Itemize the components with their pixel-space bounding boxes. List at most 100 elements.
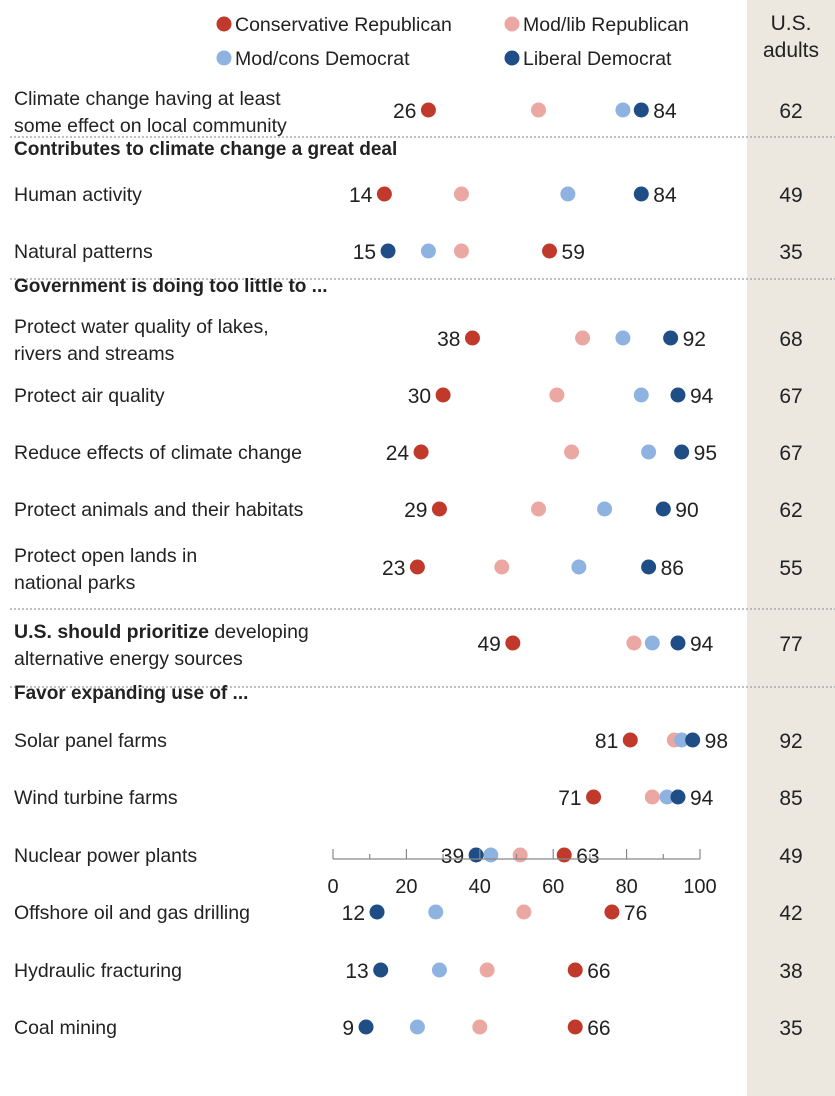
dot-mod-rep xyxy=(453,243,469,259)
max-value-label: 98 xyxy=(705,730,728,753)
row-label: some effect on local community xyxy=(14,115,287,137)
adults-header-line-2: adults xyxy=(763,39,819,62)
dot-cons-rep xyxy=(586,789,602,805)
adults-value: 62 xyxy=(779,100,802,123)
legend-marker-conservative-republican xyxy=(216,16,232,32)
section-header: Favor expanding use of ... xyxy=(14,683,248,704)
dot-lib-dem xyxy=(670,635,686,651)
adults-column-background xyxy=(747,0,835,1096)
dot-cons-rep xyxy=(464,330,480,346)
legend-label-liberal-democrat: Liberal Democrat xyxy=(523,48,672,70)
adults-header: U.S. adults xyxy=(763,12,819,62)
chart-row: Natural patterns 15 59 35 xyxy=(14,241,803,264)
row-label: alternative energy sources xyxy=(14,648,243,670)
dot-mod-dem xyxy=(615,330,631,346)
min-value-label: 12 xyxy=(342,902,365,925)
dot-lib-dem xyxy=(369,904,385,920)
adults-value: 55 xyxy=(779,557,802,580)
adults-value: 77 xyxy=(779,633,802,656)
x-tick-label: 60 xyxy=(542,876,564,898)
adults-value: 38 xyxy=(779,960,802,983)
chart-row: Solar panel farms 81 98 92 xyxy=(14,730,803,753)
dot-lib-dem xyxy=(674,444,690,460)
adults-value: 67 xyxy=(779,385,802,408)
max-value-label: 84 xyxy=(653,100,677,123)
adults-value: 62 xyxy=(779,499,802,522)
dot-lib-dem xyxy=(633,186,649,202)
adults-header-line-1: U.S. xyxy=(771,12,812,35)
rows: Climate change having at least some effec… xyxy=(10,88,835,1040)
min-value-label: 26 xyxy=(393,100,416,123)
dot-mod-dem xyxy=(597,501,613,517)
row-label: Nuclear power plants xyxy=(14,845,197,867)
max-value-label: 94 xyxy=(690,633,714,656)
dot-mod-rep xyxy=(531,102,547,118)
legend: Conservative Republican Mod/lib Republica… xyxy=(216,14,689,70)
x-tick-label: 80 xyxy=(615,876,637,898)
chart-row: Protect air quality 30 94 67 xyxy=(14,385,803,408)
dot-mod-rep xyxy=(564,444,580,460)
dot-mod-dem xyxy=(644,635,660,651)
dot-mod-rep xyxy=(494,559,510,575)
row-label: Climate change having at least xyxy=(14,88,281,110)
x-axis: 0 20 40 60 80 100 xyxy=(327,849,717,898)
adults-value: 92 xyxy=(779,730,802,753)
dot-mod-rep xyxy=(644,789,660,805)
dot-mod-dem xyxy=(674,732,690,748)
max-value-label: 76 xyxy=(624,902,647,925)
chart-row: Hydraulic fracturing 13 66 38 xyxy=(14,960,803,983)
row-label: Protect air quality xyxy=(14,385,165,407)
min-value-label: 71 xyxy=(558,787,581,810)
dot-mod-rep xyxy=(479,962,495,978)
max-value-label: 84 xyxy=(653,184,677,207)
dot-cons-rep xyxy=(542,243,558,259)
row-label: U.S. should prioritize developing xyxy=(14,621,309,643)
dot-mod-rep xyxy=(453,186,469,202)
row-label: Human activity xyxy=(14,184,142,206)
max-value-label: 66 xyxy=(587,960,610,983)
x-tick-label: 100 xyxy=(683,876,716,898)
min-value-label: 15 xyxy=(353,241,376,264)
max-value-label: 86 xyxy=(661,557,684,580)
chart-row: Offshore oil and gas drilling 12 76 42 xyxy=(14,902,803,925)
row-label: Hydraulic fracturing xyxy=(14,960,182,982)
max-value-label: 92 xyxy=(683,328,706,351)
dot-cons-rep xyxy=(567,962,583,978)
min-value-label: 24 xyxy=(386,442,410,465)
dot-lib-dem xyxy=(670,789,686,805)
dot-mod-dem xyxy=(483,847,499,863)
x-tick-label: 40 xyxy=(469,876,491,898)
chart-row: U.S. should prioritize developing alterna… xyxy=(14,621,803,670)
dot-lib-dem xyxy=(655,501,671,517)
chart-row: Nuclear power plants 39 63 49 xyxy=(14,845,803,868)
min-value-label: 49 xyxy=(477,633,500,656)
row-label: Protect open lands in xyxy=(14,545,197,567)
dot-cons-rep xyxy=(435,387,451,403)
legend-marker-mod-lib-republican xyxy=(504,16,520,32)
legend-label-conservative-republican: Conservative Republican xyxy=(235,14,452,36)
dot-cons-rep xyxy=(420,102,436,118)
row-label: Wind turbine farms xyxy=(14,787,178,809)
max-value-label: 59 xyxy=(562,241,585,264)
dot-lib-dem xyxy=(685,732,701,748)
dot-cons-rep xyxy=(604,904,620,920)
chart-row: Human activity 14 84 49 xyxy=(14,184,803,207)
dot-mod-rep xyxy=(472,1019,488,1035)
min-value-label: 14 xyxy=(349,184,373,207)
adults-value: 68 xyxy=(779,328,802,351)
min-value-label: 23 xyxy=(382,557,405,580)
dot-lib-dem xyxy=(670,387,686,403)
dot-mod-rep xyxy=(549,387,565,403)
dot-mod-dem xyxy=(615,102,631,118)
dot-mod-rep xyxy=(531,501,547,517)
x-tick-label: 20 xyxy=(395,876,417,898)
max-value-label: 66 xyxy=(587,1017,610,1040)
chart-row: Protect water quality of lakes, rivers an… xyxy=(14,316,803,365)
dot-lib-dem xyxy=(373,962,389,978)
adults-value: 35 xyxy=(779,241,802,264)
legend-label-mod-lib-republican: Mod/lib Republican xyxy=(523,14,689,36)
adults-value: 67 xyxy=(779,442,802,465)
dot-cons-rep xyxy=(409,559,425,575)
dot-mod-dem xyxy=(659,789,675,805)
dot-lib-dem xyxy=(663,330,679,346)
